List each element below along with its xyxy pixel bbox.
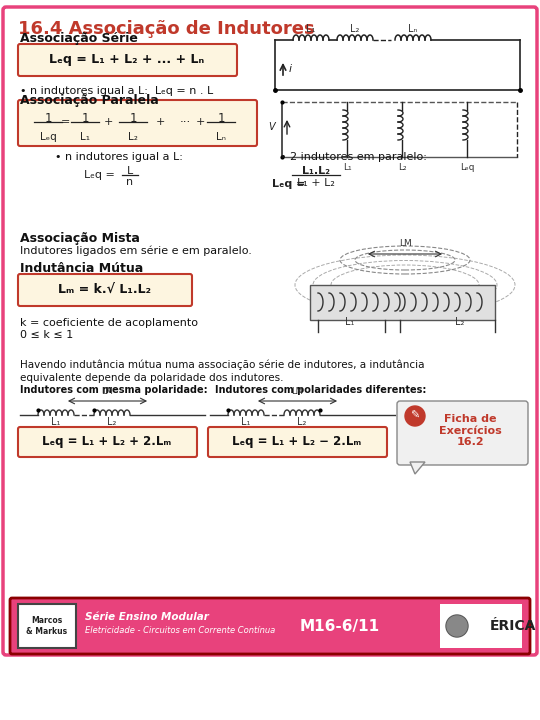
Text: 1: 1 bbox=[44, 112, 52, 125]
Text: =: = bbox=[62, 117, 71, 127]
Text: +: + bbox=[103, 117, 113, 127]
FancyBboxPatch shape bbox=[10, 598, 530, 654]
Text: Lₑq = L₁ + L₂ − 2.Lₘ: Lₑq = L₁ + L₂ − 2.Lₘ bbox=[232, 436, 362, 449]
Text: +: + bbox=[195, 117, 205, 127]
Text: L₁.L₂: L₁.L₂ bbox=[302, 166, 330, 176]
Text: Associação Mista: Associação Mista bbox=[20, 232, 140, 245]
Circle shape bbox=[446, 615, 468, 637]
FancyBboxPatch shape bbox=[18, 44, 237, 76]
Polygon shape bbox=[410, 462, 425, 474]
Text: Eletricidade - Circuitos em Corrente Contínua: Eletricidade - Circuitos em Corrente Con… bbox=[85, 626, 275, 635]
Text: L₂: L₂ bbox=[128, 132, 138, 142]
Text: L₁: L₁ bbox=[306, 24, 316, 34]
Text: i: i bbox=[289, 64, 292, 74]
Text: L₂: L₂ bbox=[298, 417, 307, 427]
Text: ...: ... bbox=[179, 112, 191, 125]
FancyBboxPatch shape bbox=[440, 604, 522, 648]
Text: LM: LM bbox=[399, 239, 411, 248]
FancyBboxPatch shape bbox=[18, 100, 257, 146]
Text: • n indutores igual a L:: • n indutores igual a L: bbox=[55, 152, 183, 162]
Text: Lₑq = L₁ + L₂ + ... + Lₙ: Lₑq = L₁ + L₂ + ... + Lₙ bbox=[50, 53, 205, 66]
Text: L₂: L₂ bbox=[350, 24, 360, 34]
Text: Indutores ligados em série e em paralelo.: Indutores ligados em série e em paralelo… bbox=[20, 246, 252, 256]
Text: 1: 1 bbox=[129, 112, 137, 125]
Circle shape bbox=[405, 406, 425, 426]
Text: Associação Série: Associação Série bbox=[20, 32, 138, 45]
Text: Indutores com polaridades diferentes:: Indutores com polaridades diferentes: bbox=[215, 385, 427, 395]
Text: +: + bbox=[156, 117, 165, 127]
FancyBboxPatch shape bbox=[397, 401, 528, 465]
Text: ÉRICA: ÉRICA bbox=[490, 619, 536, 633]
FancyBboxPatch shape bbox=[18, 604, 76, 648]
Text: L₂: L₂ bbox=[397, 163, 406, 172]
Text: Lₑq =: Lₑq = bbox=[84, 170, 115, 180]
Text: Lₘ = k.√ L₁.L₂: Lₘ = k.√ L₁.L₂ bbox=[58, 284, 152, 297]
Text: Indutância Mútua: Indutância Mútua bbox=[20, 262, 143, 275]
Text: L₁: L₁ bbox=[343, 163, 352, 172]
Text: LM: LM bbox=[101, 387, 113, 396]
Text: L₁ + L₂: L₁ + L₂ bbox=[297, 178, 335, 188]
Text: L₁: L₁ bbox=[51, 417, 60, 427]
Text: Marcos
& Markus: Marcos & Markus bbox=[26, 616, 68, 636]
Text: Série Ensino Modular: Série Ensino Modular bbox=[85, 612, 209, 622]
Text: ✎: ✎ bbox=[410, 411, 420, 421]
Text: Havendo indutância mútua numa associação série de indutores, a indutância: Havendo indutância mútua numa associação… bbox=[20, 360, 424, 371]
Text: Lₑq: Lₑq bbox=[460, 163, 474, 172]
Text: L₁: L₁ bbox=[241, 417, 251, 427]
Text: Indutores com mesma polaridade:: Indutores com mesma polaridade: bbox=[20, 385, 207, 395]
Text: L: L bbox=[127, 166, 133, 176]
Text: M16-6/11: M16-6/11 bbox=[300, 618, 380, 634]
Text: Lₑq = L₁ + L₂ + 2.Lₘ: Lₑq = L₁ + L₂ + 2.Lₘ bbox=[42, 436, 172, 449]
Text: 1: 1 bbox=[217, 112, 225, 125]
Text: L₂: L₂ bbox=[455, 317, 465, 327]
Text: Lₙ: Lₙ bbox=[408, 24, 417, 34]
Text: n: n bbox=[126, 177, 133, 187]
Text: equivalente depende da polaridade dos indutores.: equivalente depende da polaridade dos in… bbox=[20, 373, 284, 383]
Text: L₁: L₁ bbox=[80, 132, 90, 142]
FancyBboxPatch shape bbox=[310, 285, 495, 320]
Text: 16.4 Associação de Indutores: 16.4 Associação de Indutores bbox=[18, 20, 315, 38]
Text: Lₑq: Lₑq bbox=[39, 132, 56, 142]
Text: k = coeficiente de acoplamento: k = coeficiente de acoplamento bbox=[20, 318, 198, 328]
Text: L₂: L₂ bbox=[107, 417, 117, 427]
Text: • n indutores igual a L:  Lₑq = n . L: • n indutores igual a L: Lₑq = n . L bbox=[20, 86, 213, 96]
FancyBboxPatch shape bbox=[18, 274, 192, 306]
FancyBboxPatch shape bbox=[18, 427, 197, 457]
Text: 1: 1 bbox=[81, 112, 89, 125]
Circle shape bbox=[447, 616, 467, 636]
Text: 0 ≤ k ≤ 1: 0 ≤ k ≤ 1 bbox=[20, 330, 73, 340]
Text: L₁: L₁ bbox=[345, 317, 355, 327]
Text: LM: LM bbox=[291, 387, 303, 396]
Text: Lₙ: Lₙ bbox=[216, 132, 226, 142]
Text: Lₑq =: Lₑq = bbox=[272, 179, 305, 189]
Text: V: V bbox=[269, 122, 275, 132]
Text: • 2 indutores em paralelo:: • 2 indutores em paralelo: bbox=[280, 152, 427, 162]
Text: Associação Paralela: Associação Paralela bbox=[20, 94, 159, 107]
FancyBboxPatch shape bbox=[208, 427, 387, 457]
FancyBboxPatch shape bbox=[3, 7, 537, 655]
Text: Ficha de
Exercícios
16.2: Ficha de Exercícios 16.2 bbox=[439, 414, 502, 447]
